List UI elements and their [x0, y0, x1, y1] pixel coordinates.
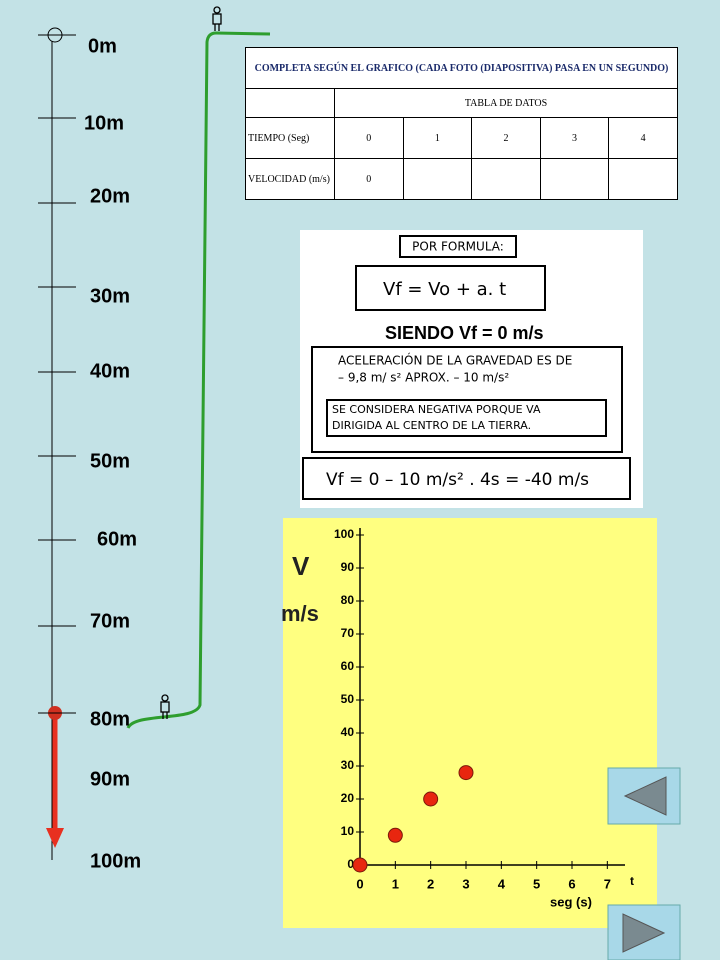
note-text: DIRIGIDA AL CENTRO DE LA TIERRA. [332, 419, 531, 432]
path-line [126, 31, 271, 729]
data-point [458, 765, 474, 781]
table-cell [402, 158, 473, 200]
person-icon [160, 694, 170, 719]
formula-result: Vf = 0 – 10 m/s² . 4s = -40 m/s [326, 470, 589, 490]
box [326, 399, 607, 437]
scale-label: 100m [90, 850, 141, 872]
chart-area [283, 518, 657, 928]
table-cell: 0 [334, 117, 404, 159]
y-tick-label: 10 [341, 824, 355, 838]
y-axis-label: V [292, 551, 310, 581]
gravity-text: ACELERACIÓN DE LA GRAVEDAD ES DE [338, 353, 572, 368]
table-cell: 1 [402, 117, 473, 159]
fall-arrow-head [46, 828, 64, 848]
y-tick-label: 90 [341, 560, 355, 574]
y-tick-label: 40 [341, 725, 355, 739]
y-tick-label: 100 [334, 527, 354, 541]
scale-label: 70m [90, 610, 130, 632]
table-cell [471, 158, 541, 200]
formula-heading: POR FORMULA: [412, 240, 504, 254]
table-cell: 2 [471, 117, 541, 159]
box [302, 457, 631, 500]
formula-condition: SIENDO Vf = 0 m/s [385, 323, 544, 343]
table-row: VELOCIDAD (m/s) 0 [245, 158, 678, 200]
formula-main: Vf = Vo + a. t [383, 279, 506, 300]
y-tick-label: 80 [341, 593, 355, 607]
next-arrow [622, 913, 666, 953]
data-point [387, 827, 403, 843]
x-tick-label: 5 [533, 876, 540, 891]
table-cell: TIEMPO (Seg) [245, 117, 335, 159]
table-subheader: TABLA DE DATOS [334, 88, 678, 118]
scale-label: 10m [84, 112, 124, 134]
gravity-text: – 9,8 m/ s² APROX. – 10 m/s² [338, 371, 509, 385]
table-cell [608, 158, 678, 200]
data-table: COMPLETA SEGÚN EL GRAFICO (CADA FOTO (DI… [245, 47, 678, 200]
data-point [352, 857, 368, 873]
scale-label: 20m [90, 185, 130, 207]
table-row: TIEMPO (Seg) 0 1 2 3 4 [245, 117, 678, 159]
x-tick-label: 4 [498, 876, 506, 891]
y-tick-label: 20 [341, 791, 355, 805]
x-axis-label: seg (s) [550, 894, 592, 909]
x-tick-label: 3 [462, 876, 469, 891]
y-tick-label: 70 [341, 626, 355, 640]
scale-label: 0m [88, 35, 117, 57]
scale-label: 90m [90, 768, 130, 790]
table-cell [539, 158, 610, 200]
table-cell: 3 [539, 117, 610, 159]
y-tick-label: 30 [341, 758, 355, 772]
x-axis-name: t [630, 874, 634, 888]
box [355, 265, 546, 311]
scale-label: 60m [97, 528, 137, 550]
scale-label: 80m [90, 708, 130, 730]
x-tick-label: 0 [356, 876, 363, 891]
scale-label: 30m [90, 285, 130, 307]
prev-button[interactable] [607, 767, 681, 825]
y-tick-label: 0 [347, 857, 354, 871]
table-cell [245, 88, 335, 118]
x-tick-label: 7 [604, 876, 611, 891]
x-tick-label: 2 [427, 876, 434, 891]
table-cell: 4 [608, 117, 678, 159]
note-text: SE CONSIDERA NEGATIVA PORQUE VA [332, 403, 541, 416]
prev-arrow [623, 776, 667, 816]
y-tick-label: 50 [341, 692, 355, 706]
box [399, 235, 517, 258]
person-icon [212, 6, 222, 31]
table-cell: VELOCIDAD (m/s) [245, 158, 335, 200]
scale-label: 40m [90, 360, 130, 382]
data-point [423, 791, 439, 807]
y-tick-label: 60 [341, 659, 355, 673]
scale-label: 50m [90, 450, 130, 472]
y-axis-unit: m/s [281, 601, 319, 626]
table-cell: 0 [334, 158, 404, 200]
x-tick-label: 6 [568, 876, 575, 891]
x-tick-label: 1 [392, 876, 399, 891]
table-title: COMPLETA SEGÚN EL GRAFICO (CADA FOTO (DI… [245, 47, 678, 89]
